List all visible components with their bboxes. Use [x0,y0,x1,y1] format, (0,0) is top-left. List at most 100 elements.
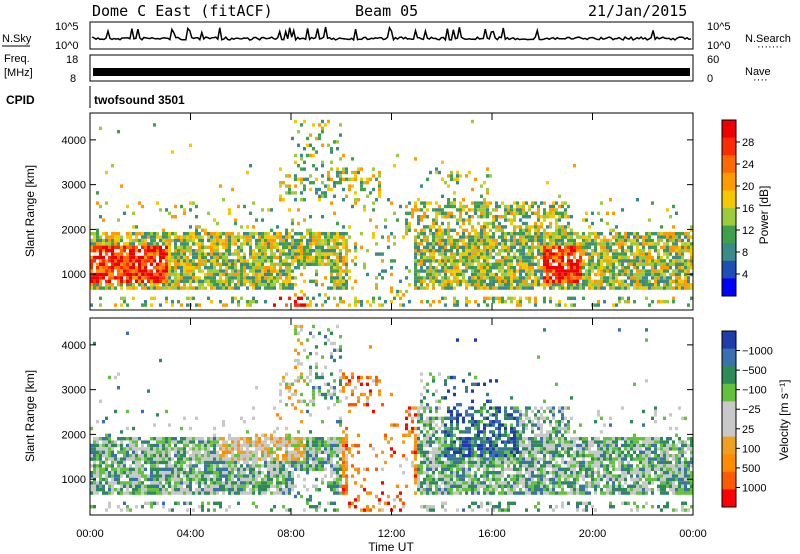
power-cell [348,276,351,280]
power-cell [423,255,426,260]
power-cell [198,242,201,246]
velocity-cell [240,467,243,471]
power-cell [120,266,123,270]
power-cell [132,249,135,253]
power-cell [531,269,534,273]
power-cell [510,262,513,266]
power-cell [507,208,510,212]
power-cell [468,245,471,249]
velocity-cell [108,501,111,505]
power-cell [654,276,657,280]
power-cell [261,208,264,212]
power-cell [231,266,234,270]
power-cell [201,228,204,232]
power-cell [144,283,147,287]
power-cell [462,198,465,202]
power-cell [618,272,621,277]
velocity-cell [111,477,114,482]
power-cell [96,228,99,232]
power-cell [681,279,684,283]
power-cell [591,211,594,215]
power-cell [261,242,264,246]
power-cell [504,242,507,246]
power-cell [537,242,540,246]
power-cell [360,232,363,236]
power-cell [258,272,261,277]
power-cell [480,262,483,266]
power-cell [186,296,189,300]
power-cell [426,276,429,280]
power-cell [300,249,303,253]
power-cell [201,279,204,283]
power-cell [603,242,606,246]
power-cell [558,269,561,273]
power-cell [561,204,564,209]
power-cell [519,249,522,253]
velocity-cell [324,392,327,397]
power-cell [432,225,435,229]
power-cell [327,255,330,260]
power-cell [405,211,408,215]
power-cell [567,269,570,273]
power-cell [633,266,636,270]
power-cell [621,235,624,239]
power-cell [360,181,363,185]
power-cell [570,272,573,277]
power-cell [246,242,249,246]
power-cell [147,232,150,236]
velocity-cell [366,505,369,509]
power-cell [141,286,144,290]
power-cell [105,272,108,277]
power-cell [288,269,291,273]
velocity-cell [333,467,336,471]
power-cell [216,249,219,253]
power-cell [390,259,393,263]
power-cell [501,232,504,236]
power-cell [426,201,429,205]
velocity-cell [135,464,138,468]
power-cell [216,283,219,287]
power-cell [423,286,426,290]
power-cell [348,225,351,229]
power-cell [129,252,132,256]
power-cell [303,266,306,270]
power-cell [636,262,639,266]
power-cell [294,198,297,202]
power-cell [243,272,246,277]
power-cell [501,276,504,280]
power-cell [303,259,306,263]
power-cell [636,259,639,263]
velocity-cell [159,481,162,485]
velocity-cell [168,464,171,468]
power-cell [438,211,441,215]
power-cell [492,215,495,219]
power-cell [270,228,273,232]
power-cell [204,266,207,270]
velocity-cell [156,457,159,461]
power-cell [651,255,654,260]
power-cell [168,286,171,290]
velocity-cell [165,460,168,465]
power-cell [144,252,147,256]
power-cell [321,126,324,130]
power-cell [501,225,504,229]
power-cell [546,276,549,280]
power-cell [498,242,501,246]
power-cell [138,266,141,270]
power-cell [384,218,387,222]
velocity-cell [363,467,366,471]
power-cell [231,235,234,239]
power-cell [648,272,651,277]
power-cell [294,283,297,287]
power-cell [591,283,594,287]
power-cell [465,286,468,290]
velocity-cell [150,464,153,468]
velocity-cell [180,457,183,461]
power-cell [399,204,402,209]
power-cell [312,181,315,185]
power-cell [666,252,669,256]
velocity-cell [108,375,111,380]
velocity-cell [210,491,213,495]
power-cell [318,242,321,246]
power-cell [267,208,270,212]
